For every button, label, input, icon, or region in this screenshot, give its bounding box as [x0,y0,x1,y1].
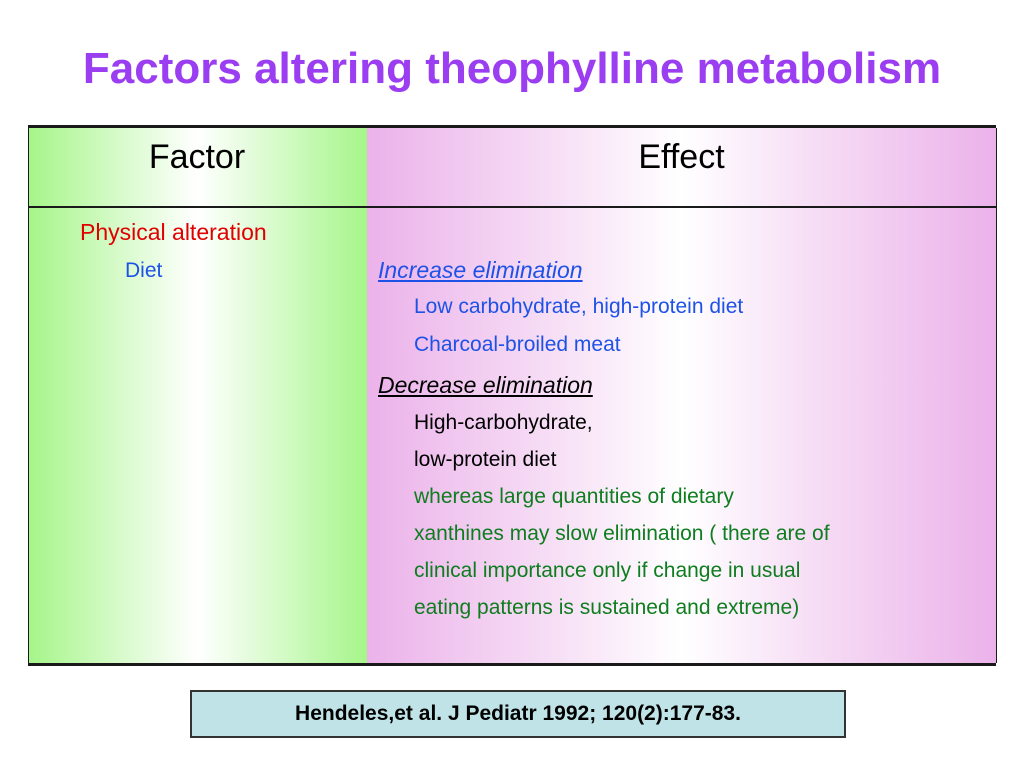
decrease-item: low-protein diet [414,448,557,471]
slide-title: Factors altering theophylline metabolism [82,44,942,93]
note-line: whereas large quantities of dietary [414,485,734,508]
factor-column [28,128,368,663]
effect-header: Effect [638,138,725,176]
factor-item: Diet [125,259,163,282]
note-line: xanthines may slow elimination ( there a… [414,522,830,545]
decrease-elimination-heading: Decrease elimination [378,372,593,398]
effect-column [367,128,997,663]
note-line: eating patterns is sustained and extreme… [414,596,800,619]
increase-item: Low carbohydrate, high-protein diet [414,295,744,318]
factor-header: Factor [148,138,246,176]
increase-elimination-heading: Increase elimination [378,257,583,283]
increase-item: Charcoal-broiled meat [414,333,621,356]
factor-category: Physical alteration [80,219,267,245]
decrease-item: High-carbohydrate, [414,411,593,434]
factors-table: Factor Effect Physical alteration Diet I… [28,125,997,666]
note-line: clinical importance only if change in us… [414,559,801,582]
header-divider [28,206,996,208]
citation-box: Hendeles,et al. J Pediatr 1992; 120(2):1… [190,690,846,738]
